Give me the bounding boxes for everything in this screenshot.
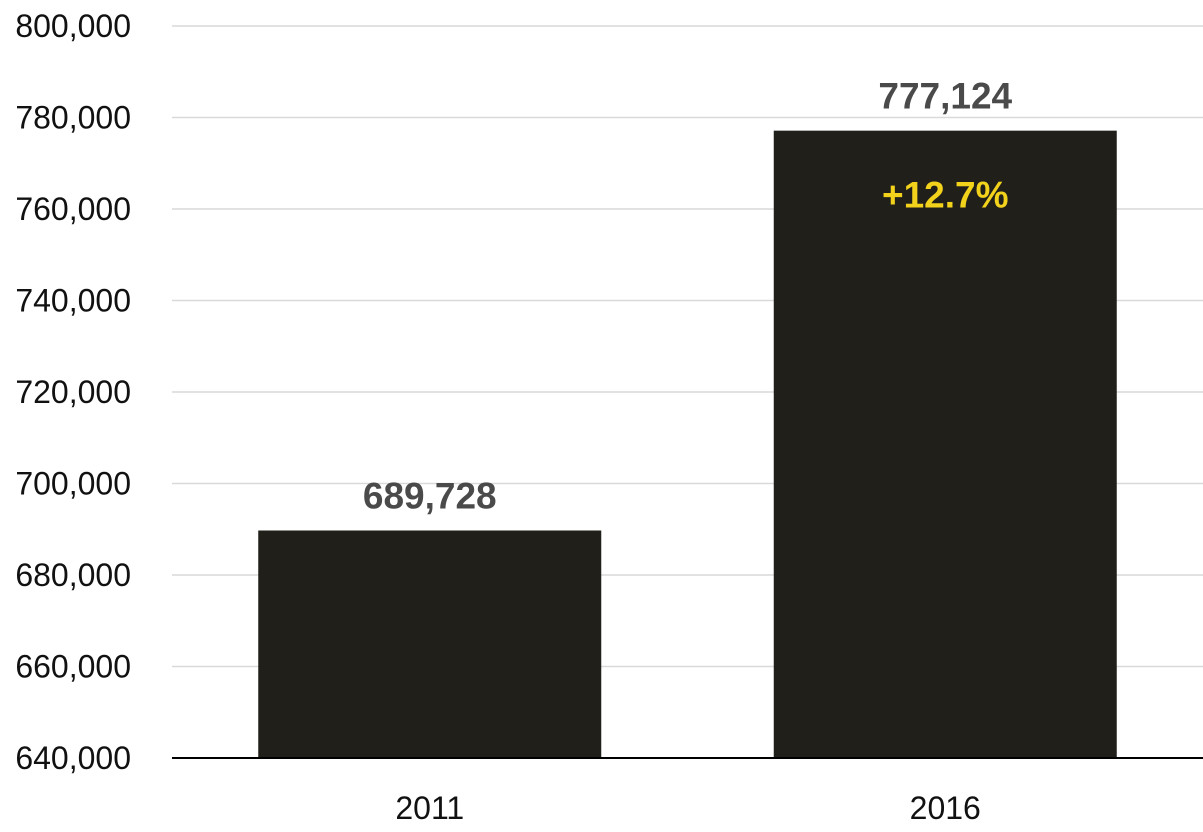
data-label: 689,728 — [363, 475, 497, 516]
y-tick-label: 740,000 — [15, 283, 131, 319]
y-tick-label: 640,000 — [15, 740, 131, 776]
x-tick-label: 2011 — [395, 790, 464, 826]
bar — [258, 530, 602, 758]
change-annotation: +12.7% — [882, 175, 1009, 216]
y-tick-label: 760,000 — [15, 191, 131, 227]
y-tick-label: 720,000 — [15, 374, 131, 410]
x-tick-label: 2016 — [910, 790, 981, 826]
y-tick-label: 660,000 — [15, 649, 131, 685]
bar — [773, 130, 1117, 758]
y-tick-label: 700,000 — [15, 466, 131, 502]
data-label: 777,124 — [878, 76, 1012, 117]
y-tick-label: 780,000 — [15, 100, 131, 136]
y-tick-label: 800,000 — [15, 8, 131, 44]
y-tick-label: 680,000 — [15, 557, 131, 593]
